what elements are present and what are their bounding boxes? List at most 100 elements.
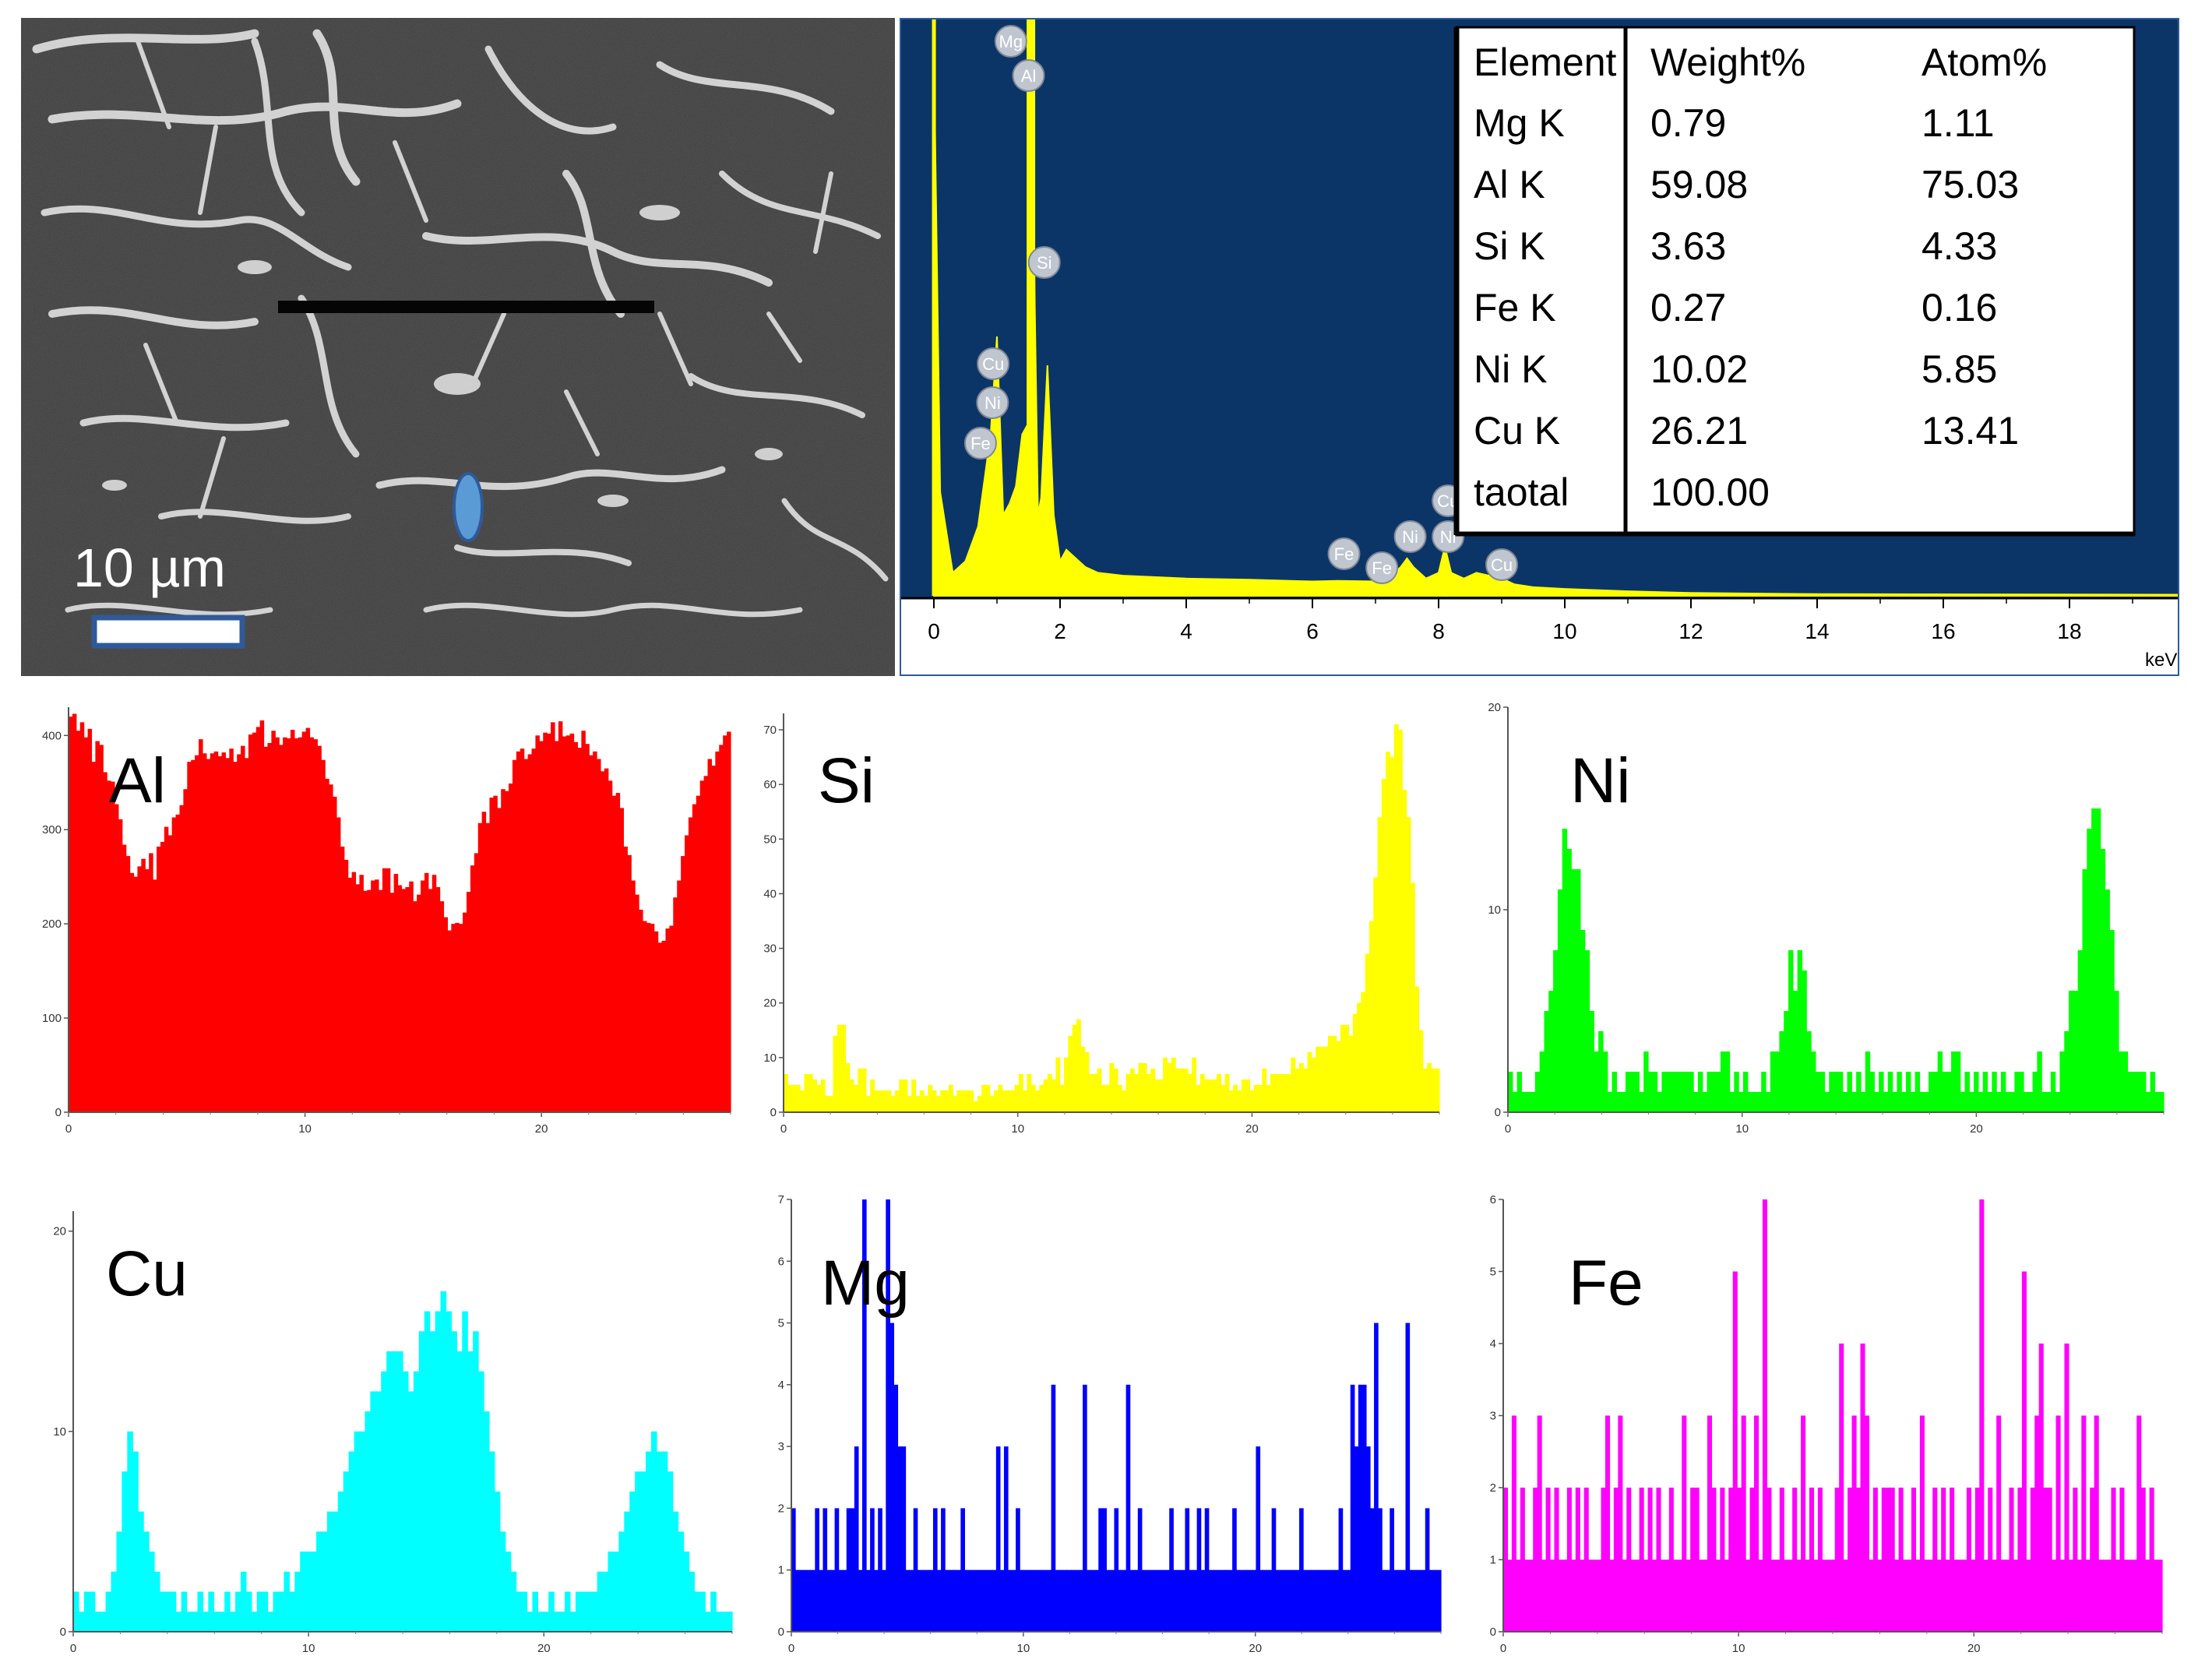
histogram-bar <box>1370 1508 1375 1632</box>
histogram-bar <box>913 1508 918 1632</box>
histogram-bar <box>1262 1068 1267 1112</box>
histogram-bar <box>1319 1569 1323 1632</box>
histogram-bar <box>111 1571 118 1632</box>
histogram-bar <box>167 835 173 1112</box>
histogram-bar <box>589 755 594 1112</box>
histogram-bar <box>565 1591 571 1632</box>
histogram-bar <box>1964 1072 1970 1112</box>
histogram-bar <box>2098 1559 2104 1632</box>
histogram-bar <box>608 1551 615 1632</box>
histogram-bar <box>1534 1072 1541 1112</box>
histogram-bar <box>861 1068 867 1112</box>
histogram-bar <box>597 759 601 1112</box>
histogram-bar <box>1697 1072 1703 1112</box>
histogram-bar <box>114 804 119 1112</box>
histogram-bar <box>456 1351 463 1632</box>
histogram-bar <box>1315 1569 1319 1632</box>
svg-text:Ni: Ni <box>985 393 1001 413</box>
histogram-bar <box>878 1090 883 1112</box>
histogram-bar <box>984 1569 989 1632</box>
histogram-bar <box>889 1323 895 1632</box>
histogram-bar <box>672 1511 679 1632</box>
spectrum-tick-label: 8 <box>1432 619 1445 643</box>
histogram-bar <box>1428 1569 1434 1632</box>
histogram-bar <box>1330 1569 1336 1632</box>
histogram-bar <box>1516 1072 1523 1112</box>
histogram-bar <box>309 737 315 1112</box>
histogram-bar <box>1945 1559 1950 1632</box>
histogram-bar <box>791 1084 797 1112</box>
histogram-bar <box>1601 1488 1606 1632</box>
histogram-bar <box>1962 1559 1967 1632</box>
svg-text:Cu: Cu <box>982 354 1004 374</box>
histogram-bar <box>1023 1569 1028 1632</box>
histogram-bar <box>1634 1072 1640 1112</box>
y-tick-label: 20 <box>1488 701 1501 714</box>
histogram-bar <box>1707 1072 1712 1112</box>
histogram-bar <box>1157 1569 1162 1632</box>
histogram-bar <box>313 739 318 1112</box>
table-cell: 26.21 <box>1650 409 1748 453</box>
histogram-bar <box>1996 1092 2002 1112</box>
histogram-bar <box>1348 1035 1354 1112</box>
x-tick-label: 10 <box>1735 1122 1749 1136</box>
histogram-bar <box>1173 1569 1178 1632</box>
histogram-bar <box>510 1571 517 1632</box>
histogram-bar <box>1774 1051 1781 1112</box>
histogram-bar <box>1055 1057 1061 1112</box>
histogram-bar <box>527 1611 534 1632</box>
histogram-bar <box>1811 1051 1816 1112</box>
histogram-bar <box>1208 1079 1213 1112</box>
histogram-bar <box>899 1079 904 1112</box>
table-cell: taotal <box>1474 470 1569 514</box>
histogram-bar <box>673 897 678 1112</box>
histogram-bar <box>811 1569 815 1632</box>
histogram-bar <box>699 780 705 1112</box>
histogram-bar <box>1851 1092 1857 1112</box>
histogram-bar <box>359 875 364 1112</box>
histogram-bar <box>824 1095 830 1112</box>
histogram-bar <box>317 745 322 1112</box>
histogram-bar <box>175 1611 182 1632</box>
histogram-bar <box>842 1569 847 1632</box>
y-tick-label: 0 <box>1495 1106 1501 1119</box>
histogram-bar <box>830 1569 836 1632</box>
histogram-bar <box>1745 1559 1751 1632</box>
edx-spectrum-chart: 02468101214161820 keV MgAlSiCuNiFeFeFeNi… <box>901 19 2178 671</box>
histogram-bar <box>1890 1488 1895 1632</box>
histogram-bar <box>956 1569 961 1632</box>
histogram-bar <box>1898 1488 1904 1632</box>
histogram-bar <box>980 1569 985 1632</box>
histogram-bar <box>1848 1488 1853 1632</box>
histogram-bar <box>657 942 663 1112</box>
histogram-bar <box>1682 1415 1687 1632</box>
histogram-bar <box>1598 1031 1604 1112</box>
histogram-bar <box>1023 1090 1028 1112</box>
histogram-bar <box>2136 1072 2142 1112</box>
spectrum-peak-al <box>1027 19 1036 596</box>
histogram-bar <box>407 1391 414 1632</box>
histogram-bar <box>2064 1344 2069 1632</box>
histogram-bar <box>2060 1559 2066 1632</box>
histogram-bar <box>1537 1415 1542 1632</box>
histogram-bar <box>907 1095 912 1112</box>
histogram-bar <box>1643 1559 1649 1632</box>
histogram-bar <box>1801 1415 1806 1632</box>
histogram-bar <box>849 1079 854 1112</box>
histogram-bar <box>1039 1569 1044 1632</box>
histogram-bars <box>1508 808 2165 1112</box>
histogram-bar <box>435 1311 442 1632</box>
y-tick-label: 1 <box>778 1564 784 1577</box>
histogram-bar <box>382 868 387 1112</box>
histogram-bar <box>1690 1488 1696 1632</box>
histogram-bar <box>2073 1488 2078 1632</box>
histogram-bar <box>1657 1092 1663 1112</box>
histogram-bar <box>1580 930 1586 1112</box>
spectrum-peak-label: Si <box>1027 246 1061 279</box>
y-tick-label: 5 <box>778 1317 784 1330</box>
histogram-bar <box>225 758 230 1112</box>
histogram-bar <box>619 808 625 1112</box>
histogram-bar <box>1192 1569 1198 1632</box>
y-tick-label: 10 <box>763 1051 777 1065</box>
histogram-bar <box>1953 1559 1959 1632</box>
